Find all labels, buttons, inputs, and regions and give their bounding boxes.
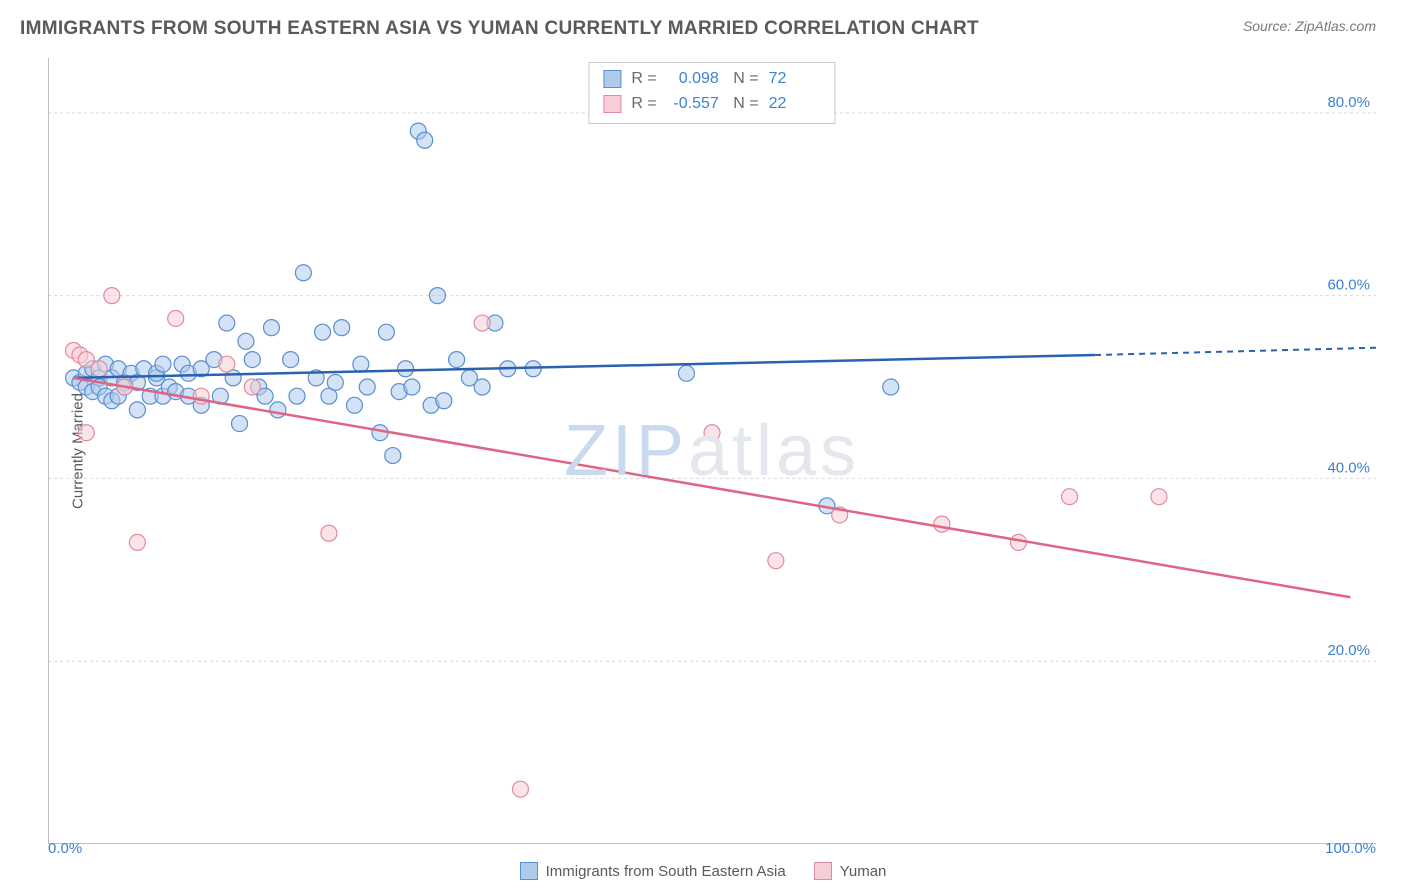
legend-swatch	[520, 862, 538, 880]
data-point	[315, 324, 331, 340]
data-point	[270, 402, 286, 418]
scatter-plot: 20.0% 40.0% 60.0% 80.0%	[48, 58, 1376, 844]
y-tick-label: 40.0%	[1327, 459, 1370, 476]
stat-n-value: 72	[769, 67, 821, 92]
chart-title: IMMIGRANTS FROM SOUTH EASTERN ASIA VS YU…	[20, 18, 979, 40]
data-point	[327, 374, 343, 390]
x-min-label: 0.0%	[48, 840, 82, 857]
y-tick-label: 80.0%	[1327, 94, 1370, 111]
data-point	[359, 379, 375, 395]
data-point	[934, 516, 950, 532]
stat-r-value: 0.098	[667, 67, 719, 92]
legend-swatch	[603, 95, 621, 113]
data-point	[474, 379, 490, 395]
series-label: Yuman	[840, 863, 887, 880]
data-point	[404, 379, 420, 395]
data-point	[449, 352, 465, 368]
data-point	[129, 534, 145, 550]
data-point	[129, 402, 145, 418]
data-point	[417, 132, 433, 148]
data-point	[346, 397, 362, 413]
data-point	[398, 361, 414, 377]
data-point	[244, 379, 260, 395]
data-point	[353, 356, 369, 372]
series-label: Immigrants from South Eastern Asia	[546, 863, 786, 880]
data-point	[334, 320, 350, 336]
data-point	[436, 393, 452, 409]
data-point	[219, 356, 235, 372]
x-max-label: 100.0%	[1325, 840, 1376, 857]
stat-n-label: N =	[729, 67, 759, 92]
series-legend-item: Immigrants from South Eastern Asia	[520, 862, 786, 880]
stats-legend-row: R = 0.098 N = 72	[603, 67, 820, 92]
data-point	[768, 553, 784, 569]
data-point	[219, 315, 235, 331]
data-point	[283, 352, 299, 368]
trend-line	[74, 378, 1351, 597]
series-legend: Immigrants from South Eastern Asia Yuman	[0, 862, 1406, 880]
data-point	[474, 315, 490, 331]
stat-r-value: -0.557	[667, 92, 719, 117]
data-point	[155, 356, 171, 372]
legend-swatch	[603, 70, 621, 88]
data-point	[289, 388, 305, 404]
stat-n-value: 22	[769, 92, 821, 117]
stats-legend: R = 0.098 N = 72 R = -0.557 N = 22	[588, 62, 835, 124]
stat-r-label: R =	[631, 67, 656, 92]
data-point	[321, 525, 337, 541]
stats-legend-row: R = -0.557 N = 22	[603, 92, 820, 117]
data-point	[78, 425, 94, 441]
data-point	[429, 288, 445, 304]
data-point	[263, 320, 279, 336]
data-point	[232, 416, 248, 432]
data-point	[168, 310, 184, 326]
legend-swatch	[814, 862, 832, 880]
data-point	[1062, 489, 1078, 505]
series-legend-item: Yuman	[814, 862, 887, 880]
data-point	[378, 324, 394, 340]
data-point	[883, 379, 899, 395]
stat-n-label: N =	[729, 92, 759, 117]
data-point	[385, 448, 401, 464]
data-point	[104, 288, 120, 304]
data-point	[1151, 489, 1167, 505]
data-point	[678, 365, 694, 381]
trend-line-dashed	[1095, 348, 1376, 355]
y-tick-label: 60.0%	[1327, 277, 1370, 294]
data-point	[91, 361, 107, 377]
data-point	[238, 333, 254, 349]
data-point	[512, 781, 528, 797]
data-point	[295, 265, 311, 281]
data-point	[244, 352, 260, 368]
source-credit: Source: ZipAtlas.com	[1243, 18, 1376, 34]
y-tick-label: 20.0%	[1327, 642, 1370, 659]
stat-r-label: R =	[631, 92, 656, 117]
data-point	[704, 425, 720, 441]
